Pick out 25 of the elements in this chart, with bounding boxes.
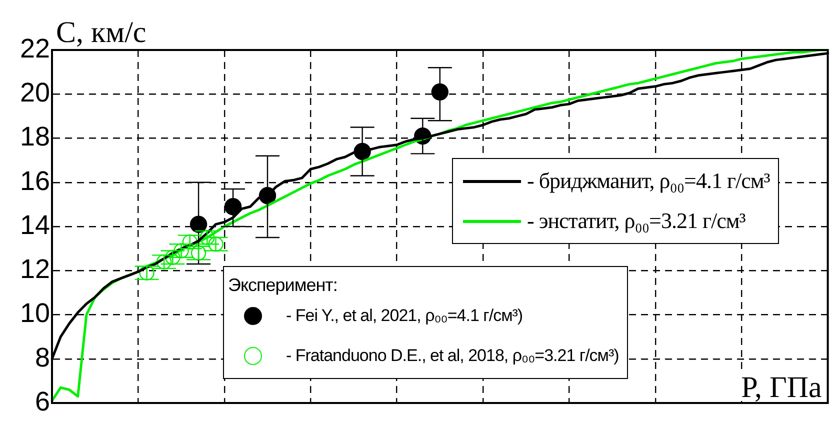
y-tick-label: 8 xyxy=(34,342,50,372)
point xyxy=(190,245,206,261)
point xyxy=(174,243,189,258)
y-tick-label: 18 xyxy=(20,122,50,152)
y-tick-label: 16 xyxy=(20,166,50,196)
point xyxy=(431,83,448,101)
point xyxy=(165,250,180,265)
point xyxy=(156,254,172,270)
point xyxy=(182,234,198,250)
legend-label: - бриджманит, ρ₀₀=4.1 г/см³ xyxy=(527,168,770,194)
y-tick-label: 12 xyxy=(20,254,50,284)
legend-title: Эксперимент: xyxy=(227,274,338,296)
y-tick-label: 6 xyxy=(34,386,50,416)
legend-label: - энстатит, ρ₀₀=3.21 г/см³ xyxy=(527,208,746,234)
point xyxy=(208,236,224,252)
y-tick-label: 10 xyxy=(20,298,50,328)
point xyxy=(200,230,215,246)
legend-label: - Fratanduono D.E., et al, 2018, ρ₀₀=3.21 г/см³) xyxy=(286,346,619,366)
point xyxy=(139,265,154,280)
y-tick-label: 20 xyxy=(20,78,50,108)
x-axis-title: P, ГПа xyxy=(741,371,822,404)
legend-label: - Fei Y., et al, 2021, ρ₀₀=4.1 г/см³) xyxy=(286,306,523,326)
y-axis-title: C, км/с xyxy=(56,16,146,49)
y-tick-label: 22 xyxy=(20,33,50,64)
y-tick-label: 14 xyxy=(20,210,50,240)
